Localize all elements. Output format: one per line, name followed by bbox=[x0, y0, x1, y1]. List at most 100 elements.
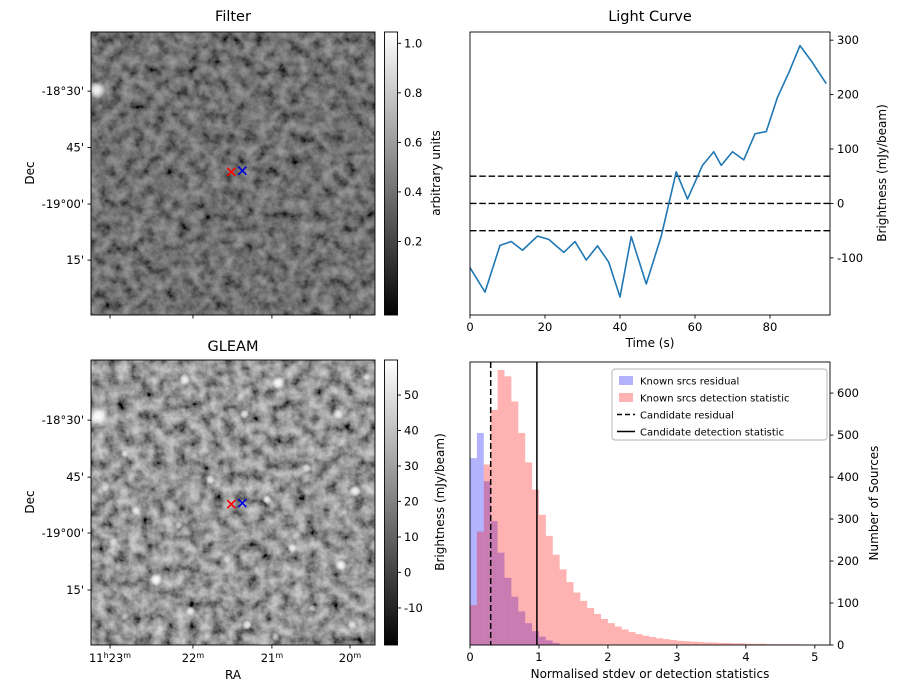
panel-histogram: 0 1 2 3 4 5 0 100 200 300 400 500 600 Normalised std… bbox=[466, 361, 881, 681]
tick-label: -18°30' bbox=[42, 413, 84, 427]
tick-label: -19°00' bbox=[42, 197, 84, 211]
tick-label: 10 bbox=[404, 530, 419, 544]
tick-label: 0.4 bbox=[404, 185, 422, 199]
filter-colorbar-border bbox=[384, 31, 398, 316]
tick-label: 400 bbox=[837, 470, 859, 484]
source-blob bbox=[347, 620, 358, 631]
hist-bar bbox=[525, 623, 533, 645]
histogram-content bbox=[470, 362, 829, 645]
panel-filter: -18°30' 45' -19°00' 15' Filter Dec 1.0 0.8 0.… bbox=[23, 9, 443, 319]
tick-label: 3 bbox=[673, 650, 680, 664]
source-blob bbox=[271, 375, 286, 390]
source-blob bbox=[271, 632, 280, 641]
legend-label-candidate-residual: Candidate residual bbox=[640, 411, 734, 422]
hist-bar bbox=[614, 626, 622, 645]
legend-label-candidate-detection: Candidate detection statistic bbox=[640, 428, 784, 439]
hist-bar bbox=[759, 643, 767, 645]
tick-label: 0 bbox=[837, 638, 844, 652]
candidate-marker-red-x bbox=[226, 167, 236, 177]
hist-bar bbox=[732, 643, 739, 645]
hist-bar bbox=[504, 376, 512, 645]
hist-bar bbox=[518, 432, 526, 645]
hist-bar bbox=[704, 642, 712, 645]
tick-label: 0 bbox=[466, 650, 473, 664]
filter-title: Filter bbox=[215, 9, 251, 25]
gleam-markers bbox=[226, 498, 247, 509]
tick-label: 600 bbox=[837, 386, 859, 400]
tick-label: 11h23m bbox=[89, 651, 131, 665]
tick-label: 300 bbox=[837, 33, 859, 47]
tick-label: 15' bbox=[66, 583, 84, 597]
hist-bar bbox=[697, 642, 705, 645]
tick-label: 45' bbox=[66, 470, 84, 484]
tick-label: 200 bbox=[837, 88, 859, 102]
tick-label: 100 bbox=[837, 596, 859, 610]
hist-bar bbox=[663, 639, 670, 645]
source-blob bbox=[205, 474, 216, 485]
tick-label: 2 bbox=[604, 650, 611, 664]
hist-bar bbox=[642, 635, 650, 645]
tick-label: 60 bbox=[688, 320, 703, 334]
hist-bar bbox=[511, 401, 519, 645]
tick-label: 20 bbox=[404, 494, 419, 508]
gleam-sources bbox=[91, 373, 371, 641]
hist-bar bbox=[559, 569, 567, 645]
hist-bar bbox=[656, 638, 664, 645]
tick-label: 300 bbox=[837, 512, 859, 526]
tick-label: 50 bbox=[404, 388, 419, 402]
hist-bar bbox=[545, 535, 553, 645]
hist-bar bbox=[676, 640, 684, 645]
hist-bar bbox=[725, 642, 733, 645]
filter-colorbar bbox=[384, 32, 398, 315]
hist-bar bbox=[587, 608, 595, 645]
tick-label: 80 bbox=[763, 320, 778, 334]
filter-sources bbox=[91, 81, 106, 100]
tick-label: 20 bbox=[538, 320, 553, 334]
hist-bar bbox=[511, 596, 519, 645]
hist-bar bbox=[497, 369, 505, 645]
hist-bar bbox=[490, 521, 498, 645]
histogram-plot-border bbox=[469, 361, 831, 646]
light-curve-axes: 0 20 40 60 80 -100 0 100 200 300 bbox=[466, 33, 863, 334]
hist-bar bbox=[601, 618, 608, 645]
source-blob bbox=[349, 485, 362, 498]
filter-ylabel: Dec bbox=[23, 161, 37, 184]
source-blob bbox=[121, 450, 130, 459]
hist-bar bbox=[532, 489, 539, 645]
hist-bar bbox=[525, 462, 533, 645]
hist-bar bbox=[538, 636, 546, 645]
hist-series-0 bbox=[470, 432, 560, 645]
tick-label: -18°30' bbox=[42, 84, 84, 98]
source-blob bbox=[91, 81, 106, 100]
gleam-plot-border bbox=[90, 359, 376, 646]
hist-bar bbox=[483, 481, 491, 645]
source-blob bbox=[91, 406, 110, 428]
tick-label: 4 bbox=[742, 650, 749, 664]
gleam-axes: -18°30' 45' -19°00' 15' 11h23m 22m 21m 20m bbox=[42, 413, 362, 665]
source-blob bbox=[185, 605, 196, 616]
source-blob bbox=[301, 463, 312, 474]
hist-bar bbox=[518, 611, 526, 645]
hist-bar bbox=[718, 642, 726, 645]
hist-bar bbox=[607, 623, 615, 645]
hist-bar bbox=[476, 531, 484, 645]
hist-bar bbox=[538, 514, 546, 645]
tick-label: 40 bbox=[404, 423, 419, 437]
tick-label: 0.6 bbox=[404, 135, 422, 149]
gleam-title: GLEAM bbox=[208, 339, 259, 355]
gleam-ylabel: Dec bbox=[23, 490, 37, 513]
hist-bar bbox=[745, 643, 753, 645]
hist-bar bbox=[573, 592, 581, 645]
source-blob bbox=[121, 612, 130, 621]
source-blob bbox=[108, 537, 119, 548]
tick-label: 40 bbox=[613, 320, 628, 334]
tick-label: 100 bbox=[837, 142, 859, 156]
source-blob bbox=[242, 620, 253, 631]
source-blob bbox=[262, 494, 273, 505]
tick-label: 30 bbox=[404, 459, 419, 473]
gleam-colorbar bbox=[384, 360, 398, 645]
light-curve-title: Light Curve bbox=[608, 9, 692, 25]
hist-bar bbox=[621, 629, 629, 645]
